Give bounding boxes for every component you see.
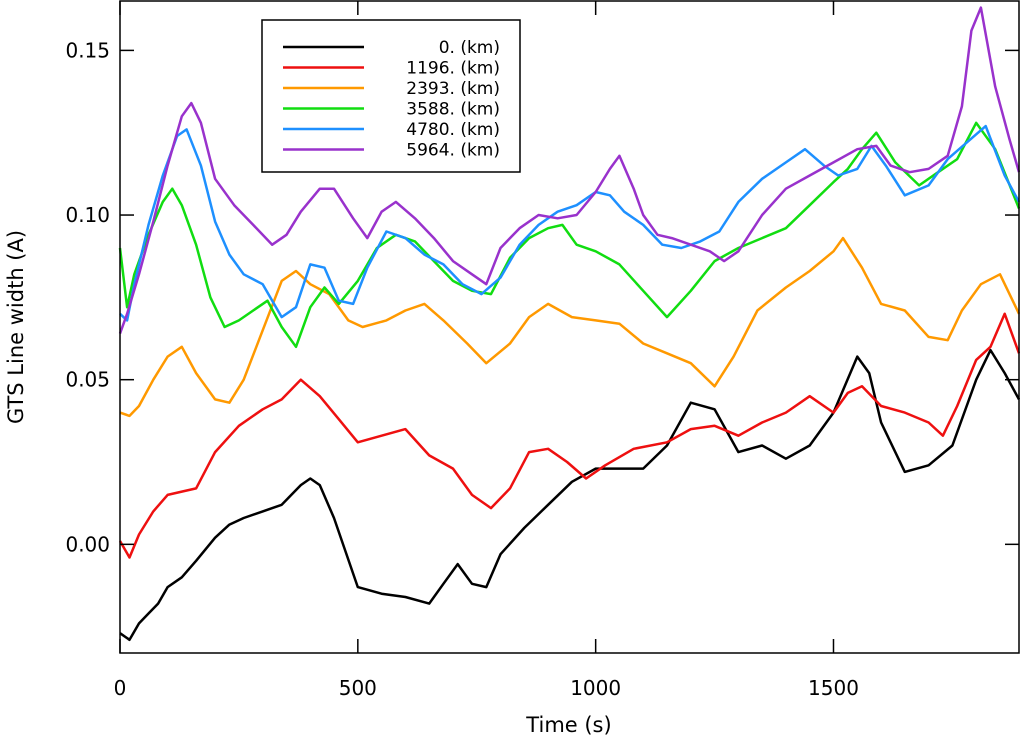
y-tick-label-2: 0.10 <box>65 203 110 227</box>
series-line-1 <box>118 312 1020 559</box>
y-tick-label-3: 0.15 <box>65 38 110 62</box>
x-axis-title: Time (s) <box>525 713 611 737</box>
x-tick-label-1: 500 <box>339 676 377 700</box>
legend-label-0: 0. (km) <box>439 38 500 58</box>
legend-label-3: 3588. (km) <box>406 100 500 120</box>
x-tick-label-0: 0 <box>114 676 127 700</box>
legend-label-5: 5964. (km) <box>406 141 500 161</box>
series-line-5 <box>118 6 1020 335</box>
y-axis-title: GTS Line width (A) <box>4 230 28 424</box>
legend-label-1: 1196. (km) <box>406 59 500 79</box>
x-tick-label-2: 1000 <box>570 676 621 700</box>
legend-label-2: 2393. (km) <box>406 79 500 99</box>
ticks-layer: 0 500 1000 1500 0.00 0.05 0.10 0.15 <box>65 1 1019 700</box>
y-tick-label-1: 0.05 <box>65 368 110 392</box>
legend-label-4: 4780. (km) <box>406 120 500 140</box>
series-line-0 <box>119 348 1020 642</box>
y-tick-label-0: 0.00 <box>65 532 110 556</box>
series-line-2 <box>119 236 1020 418</box>
legend: 0. (km)1196. (km)2393. (km)3588. (km)478… <box>261 19 521 173</box>
plot-frame <box>119 0 1020 654</box>
series-line-4 <box>119 124 1020 322</box>
x-tick-label-3: 1500 <box>808 676 859 700</box>
series-layer <box>118 6 1020 642</box>
legend-box <box>261 19 521 173</box>
